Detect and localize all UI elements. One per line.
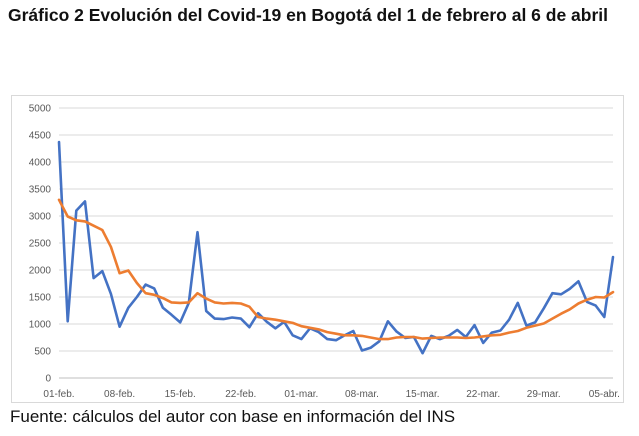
chart-title: Gráfico 2 Evolución del Covid-19 en Bogo… xyxy=(8,5,609,25)
y-tick-label: 3500 xyxy=(29,185,52,196)
x-axis-ticks: 01-feb. 08-feb. 15-feb. 22-feb. 01-mar. 08-ma… xyxy=(43,389,619,400)
x-tick-label: 22-feb. xyxy=(225,389,256,400)
y-tick-label: 1500 xyxy=(29,293,52,304)
x-tick-label: 01-feb. xyxy=(43,389,74,400)
x-tick-label: 08-feb. xyxy=(104,389,135,400)
y-tick-label: 1000 xyxy=(29,320,52,331)
x-tick-label: 01-mar. xyxy=(284,389,318,400)
source-note: Fuente: cálculos del autor con base en i… xyxy=(10,407,456,426)
x-tick-label: 15-feb. xyxy=(165,389,196,400)
x-tick-label: 22-mar. xyxy=(466,389,500,400)
y-tick-label: 500 xyxy=(34,347,51,358)
series-line-1 xyxy=(57,140,615,355)
y-tick-label: 2000 xyxy=(29,266,52,277)
series-line-2 xyxy=(57,198,615,341)
series-lines xyxy=(57,140,615,355)
y-tick-label: 2500 xyxy=(29,239,52,250)
x-tick-label: 15-mar. xyxy=(406,389,440,400)
y-axis-ticks: 0 500 1000 1500 2000 2500 3000 3500 4000 4500 5000 xyxy=(29,104,52,385)
y-tick-label: 4500 xyxy=(29,131,52,142)
line-chart: 0 500 1000 1500 2000 2500 3000 3500 4000 4500 5000… xyxy=(29,104,620,401)
y-tick-label: 4000 xyxy=(29,158,52,169)
y-tick-label: 3000 xyxy=(29,212,52,223)
y-tick-label: 5000 xyxy=(29,104,52,115)
y-tick-label: 0 xyxy=(45,374,51,385)
x-tick-label: 08-mar. xyxy=(345,389,379,400)
x-tick-label: 05-abr. xyxy=(589,389,620,400)
gridlines xyxy=(59,107,613,352)
x-tick-label: 29-mar. xyxy=(527,389,561,400)
chart-frame: 0 500 1000 1500 2000 2500 3000 3500 4000 4500 5000… xyxy=(11,95,624,403)
